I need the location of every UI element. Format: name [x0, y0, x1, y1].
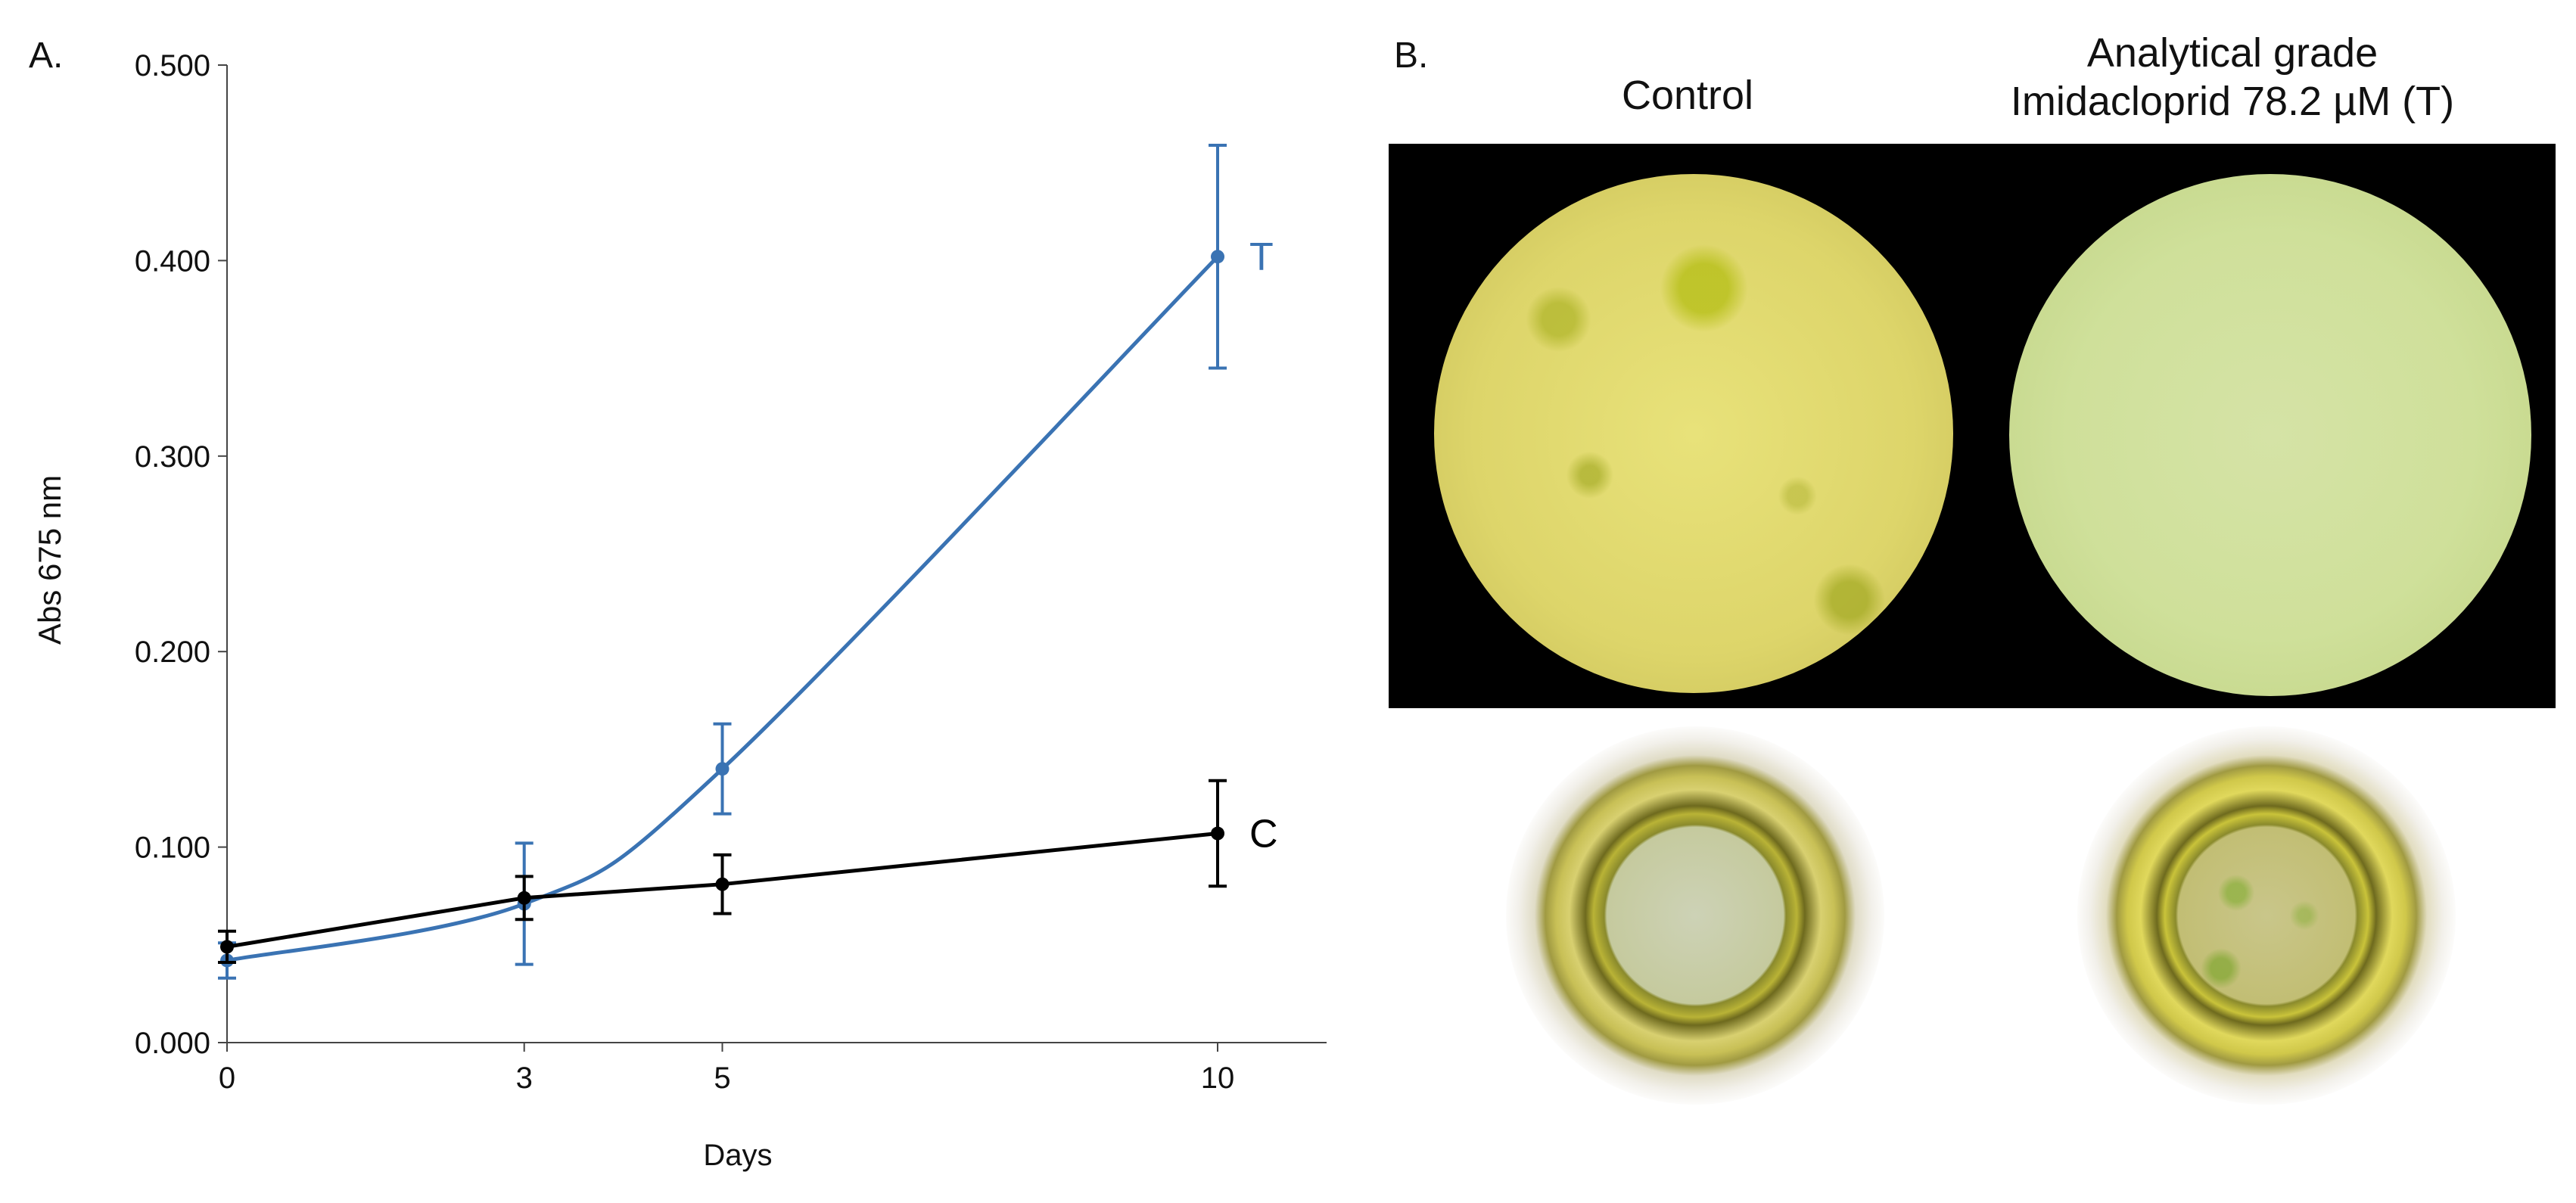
y-tick-label: 0.400: [135, 244, 210, 278]
x-tick-label: 5: [714, 1062, 730, 1095]
series-line-T: [226, 255, 1219, 962]
y-tick-label: 0.000: [135, 1027, 210, 1060]
y-tick-label: 0.300: [135, 440, 210, 474]
chart-axes: [218, 64, 1327, 1052]
data-point-C: [517, 891, 531, 905]
data-point-C: [715, 877, 730, 891]
data-point-C: [1211, 826, 1225, 841]
treated-well-photo: [2077, 726, 2456, 1105]
treated-caption: Analytical grade Imidacloprid 78.2 µM (T…: [1922, 29, 2543, 126]
chart-tick-labels: 0.000 0.100 0.200 0.300 0.400 0.500 0 3 5 10: [135, 49, 1234, 1095]
control-caption: Control: [1621, 73, 1754, 118]
treated-caption-line2: Imidacloprid 78.2 µM (T): [2010, 79, 2455, 124]
y-tick-label: 0.100: [135, 832, 210, 865]
series-label-T: T: [1249, 235, 1274, 279]
x-tick-label: 0: [219, 1062, 235, 1095]
series-label-C: C: [1249, 813, 1278, 856]
data-point-T: [1211, 250, 1225, 264]
y-tick-label: 0.500: [135, 49, 210, 82]
control-well-photo: [1506, 726, 1884, 1105]
chart-series: TC: [218, 143, 1278, 980]
panel-label-a: A.: [29, 36, 64, 76]
series-line-C: [226, 832, 1218, 949]
control-micrograph: [1434, 174, 1953, 693]
x-tick-label: 3: [516, 1062, 533, 1095]
panel-label-b: B.: [1394, 36, 1429, 76]
treated-micrograph: [2009, 174, 2531, 696]
y-tick-label: 0.200: [135, 636, 210, 669]
x-tick-label: 10: [1201, 1062, 1235, 1095]
x-axis-title: Days: [703, 1139, 772, 1172]
y-axis-title: Abs 675 nm: [32, 475, 67, 645]
treated-caption-line1: Analytical grade: [2086, 30, 2378, 76]
data-point-C: [220, 940, 234, 954]
data-point-T: [715, 762, 730, 776]
microscopy-panel: [1389, 144, 2556, 708]
